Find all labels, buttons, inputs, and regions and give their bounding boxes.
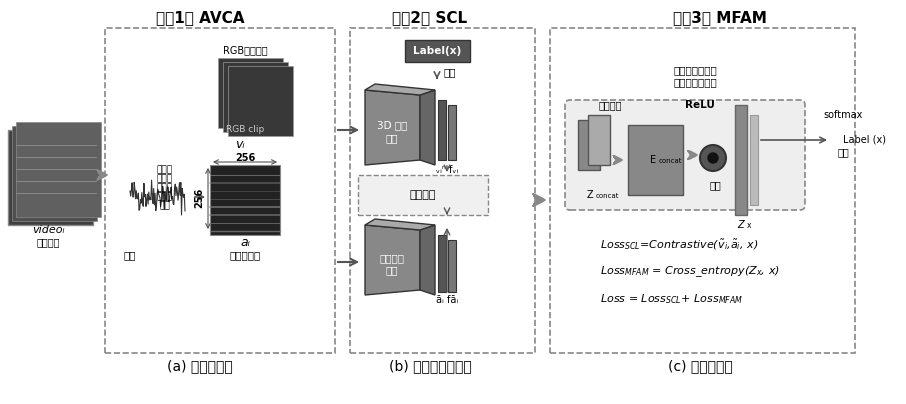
FancyBboxPatch shape [438, 235, 446, 292]
Text: videoᵢ: videoᵢ [32, 225, 64, 235]
Polygon shape [365, 219, 435, 230]
Polygon shape [365, 90, 420, 165]
FancyBboxPatch shape [750, 115, 758, 205]
Polygon shape [365, 225, 420, 295]
FancyBboxPatch shape [565, 100, 805, 210]
Text: 全局上下文建模: 全局上下文建模 [673, 65, 717, 75]
Text: āᵢ fāᵢ: āᵢ fāᵢ [436, 295, 458, 305]
Circle shape [700, 145, 726, 171]
Text: 和特征重新校准: 和特征重新校准 [673, 77, 717, 87]
Text: 全连接层: 全连接层 [598, 100, 622, 110]
Text: 标签: 标签 [444, 67, 457, 77]
FancyBboxPatch shape [448, 240, 456, 292]
Text: 网络: 网络 [386, 133, 399, 143]
Text: concat: concat [596, 193, 620, 199]
Polygon shape [420, 90, 435, 165]
Text: 3D 卷积: 3D 卷积 [377, 120, 407, 130]
FancyBboxPatch shape [210, 165, 280, 235]
Polygon shape [365, 84, 435, 95]
Text: 梅尔频谱图: 梅尔频谱图 [229, 250, 261, 260]
Text: 标签: 标签 [837, 147, 849, 157]
Text: 堆叠: 堆叠 [159, 202, 170, 210]
Text: (b) 有监督对比学习: (b) 有监督对比学习 [389, 359, 471, 373]
Text: (c) 多模态融合: (c) 多模态融合 [668, 359, 732, 373]
Text: concat: concat [659, 158, 682, 164]
Text: aᵢ: aᵢ [240, 236, 250, 248]
Text: 音频卷积: 音频卷积 [380, 253, 404, 263]
Text: vᵢ: vᵢ [236, 139, 245, 152]
Text: Label (x): Label (x) [843, 135, 886, 145]
Text: Z: Z [587, 190, 593, 200]
Text: softmax: softmax [824, 110, 863, 120]
FancyBboxPatch shape [735, 105, 747, 215]
Text: 傅里叶: 傅里叶 [157, 183, 173, 192]
Circle shape [708, 153, 718, 163]
FancyBboxPatch shape [218, 58, 283, 128]
Text: RGB clip: RGB clip [226, 126, 265, 135]
Text: ReLU: ReLU [685, 100, 715, 110]
FancyBboxPatch shape [12, 126, 97, 221]
Polygon shape [420, 225, 435, 295]
Text: (a) 音视频对齐: (a) 音视频对齐 [167, 359, 233, 373]
Text: 变换、: 变换、 [157, 192, 173, 202]
Text: ᵥᵢⁿ fᵥᵢ: ᵥᵢⁿ fᵥᵢ [436, 165, 458, 175]
Text: 256: 256 [194, 188, 204, 208]
FancyBboxPatch shape [223, 62, 288, 132]
Text: RGB图像片段: RGB图像片段 [223, 45, 267, 55]
Text: 加窗、: 加窗、 [157, 175, 173, 183]
FancyBboxPatch shape [628, 125, 683, 195]
Text: 分帧、: 分帧、 [157, 166, 173, 175]
Text: $Loss_{SCL}$=Contrastive($\tilde{v}_i$,$\tilde{a}_i$, x): $Loss_{SCL}$=Contrastive($\tilde{v}_i$,$… [600, 238, 758, 252]
FancyBboxPatch shape [358, 175, 488, 215]
Text: 模块2： SCL: 模块2： SCL [392, 11, 467, 25]
FancyBboxPatch shape [448, 105, 456, 160]
Text: 模兗1： AVCA: 模兗1： AVCA [156, 11, 245, 25]
Text: x: x [747, 221, 751, 231]
Text: 音频: 音频 [124, 250, 136, 260]
FancyBboxPatch shape [228, 66, 293, 136]
Text: 对比学习: 对比学习 [410, 190, 437, 200]
Text: E: E [650, 155, 656, 165]
Text: 256: 256 [235, 153, 255, 163]
Text: Z: Z [737, 220, 745, 230]
FancyBboxPatch shape [578, 120, 600, 170]
Text: Label(x): Label(x) [413, 46, 461, 56]
FancyBboxPatch shape [588, 115, 610, 165]
FancyBboxPatch shape [438, 100, 446, 160]
Text: 一段视频: 一段视频 [36, 237, 60, 247]
FancyBboxPatch shape [405, 40, 470, 62]
FancyBboxPatch shape [8, 130, 93, 225]
Text: $Loss$ = $Loss_{SCL}$+ $Loss_{MFAM}$: $Loss$ = $Loss_{SCL}$+ $Loss_{MFAM}$ [600, 292, 743, 306]
Text: 乘积: 乘积 [710, 180, 722, 190]
FancyBboxPatch shape [16, 122, 101, 217]
Text: 模块3： MFAM: 模块3： MFAM [673, 11, 767, 25]
Text: 网络: 网络 [386, 265, 399, 275]
Text: $Loss_{MFAM}$ = Cross_entropy($Z_x$, x): $Loss_{MFAM}$ = Cross_entropy($Z_x$, x) [600, 265, 780, 280]
